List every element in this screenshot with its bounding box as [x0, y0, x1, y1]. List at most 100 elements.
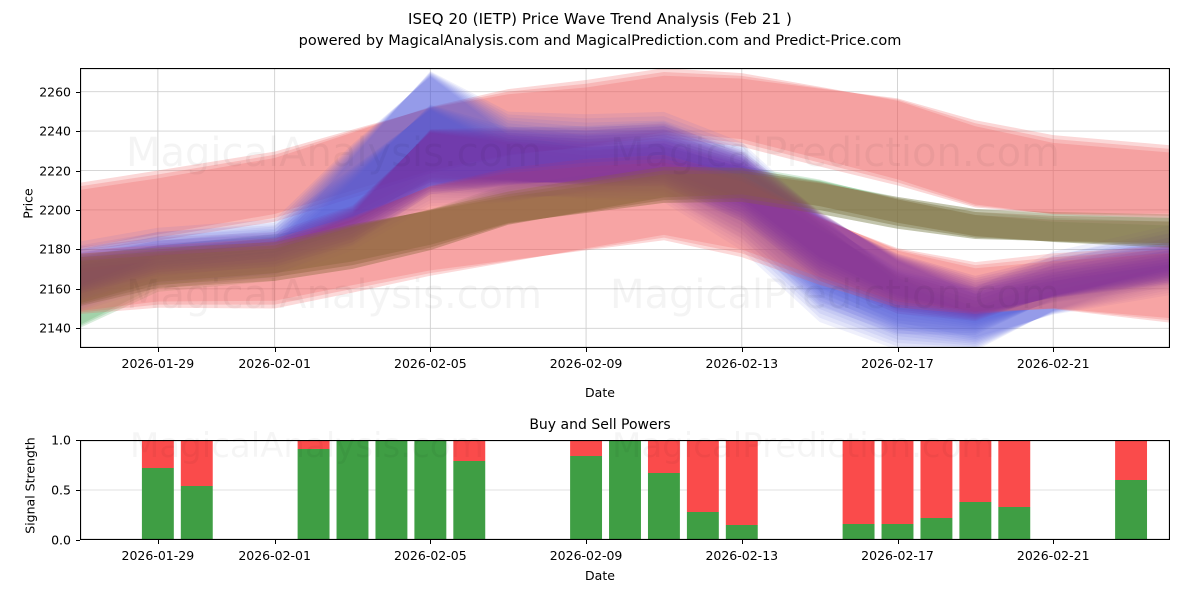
- band-layer: [80, 131, 1170, 317]
- sub-chart-x-tick-label: 2026-02-01: [238, 548, 311, 563]
- main-chart-y-tick-mark: [76, 131, 80, 133]
- bar-group: [959, 440, 992, 540]
- main-chart-y-tick-label: 2220: [39, 163, 71, 179]
- main-chart-y-tick-mark: [76, 170, 80, 172]
- main-chart-x-tick-label: 2026-02-09: [549, 356, 623, 371]
- main-chart-band-blue-wave-band-outer: [80, 71, 1170, 348]
- band-layer: [80, 73, 1170, 345]
- bar-segment-sell: [141, 440, 174, 468]
- sub-chart-border: [80, 440, 1170, 540]
- bar-group: [180, 440, 213, 540]
- bar-group: [141, 440, 174, 540]
- sub-chart-x-tick-mark: [897, 540, 899, 544]
- bar-segment-sell: [647, 440, 680, 473]
- bar-group: [336, 440, 369, 540]
- band-layer: [80, 129, 1170, 315]
- band-layer: [80, 71, 1170, 338]
- bar-segment-sell: [842, 440, 875, 524]
- band-layer: [80, 73, 1170, 343]
- band-layer: [80, 130, 1170, 316]
- main-chart-band-purple-core-band: [80, 123, 1170, 321]
- main-chart-y-tick-label: 2200: [39, 202, 71, 218]
- main-chart-x-tick-mark: [430, 348, 432, 352]
- sub-chart-x-tick-mark: [586, 540, 588, 544]
- main-chart-y-tick-label: 2140: [39, 320, 71, 336]
- band-layer: [80, 107, 1170, 329]
- bar-segment-buy: [842, 524, 875, 540]
- main-chart-x-tick-label: 2026-02-01: [238, 356, 311, 371]
- band-layer: [80, 173, 1170, 304]
- main-chart-x-tick-mark: [274, 348, 276, 352]
- bar-segment-buy: [686, 512, 719, 540]
- main-chart-background: [80, 68, 1170, 348]
- band-layer: [80, 162, 1170, 328]
- band-layer: [80, 105, 1170, 324]
- bar-segment-buy: [609, 440, 641, 540]
- sub-chart-x-tick-mark: [430, 540, 432, 544]
- main-chart-band-brown-overlap-band: [80, 166, 1170, 307]
- title-block: ISEQ 20 (IETP) Price Wave Trend Analysis…: [0, 8, 1200, 52]
- band-layer: [80, 166, 1170, 307]
- bar-segment-sell: [959, 440, 992, 502]
- bar-segment-buy: [180, 486, 213, 540]
- main-chart-y-tick-label: 2160: [39, 281, 71, 297]
- bar-segment-buy: [141, 468, 174, 540]
- band-layer: [80, 76, 1170, 348]
- bar-group: [842, 440, 875, 540]
- sub-chart-x-tick-label: 2026-02-17: [861, 548, 934, 563]
- bar-segment-buy: [920, 518, 953, 540]
- main-chart-y-tick-mark: [76, 91, 80, 93]
- bar-segment-buy: [725, 525, 758, 540]
- sub-chart-y-tick-label: 0.5: [51, 482, 71, 498]
- band-layer: [80, 76, 1170, 348]
- band-layer: [80, 71, 1170, 340]
- main-chart-y-tick-label: 2240: [39, 123, 71, 139]
- bar-group: [1115, 440, 1148, 540]
- page-subtitle: powered by MagicalAnalysis.com and Magic…: [298, 33, 902, 49]
- sub-chart-y-tick-mark: [76, 540, 80, 541]
- sub-chart-x-axis-label: Date: [585, 568, 615, 583]
- bar-group: [998, 440, 1031, 540]
- main-chart-plot-area: [80, 68, 1170, 348]
- main-chart-y-tick-mark: [76, 288, 80, 290]
- main-chart-x-tick-label: 2026-02-05: [394, 356, 467, 371]
- bar-segment-sell: [725, 440, 758, 525]
- bar-group: [647, 440, 680, 540]
- main-chart-y-tick-mark: [76, 209, 80, 211]
- band-layer: [80, 158, 1170, 321]
- bar-segment-buy: [998, 507, 1031, 540]
- bar-group: [686, 440, 719, 540]
- sub-chart-x-tick-label: 2026-02-05: [394, 548, 467, 563]
- bar-segment-sell: [1115, 440, 1148, 480]
- bar-group: [920, 440, 953, 540]
- band-layer: [80, 72, 1170, 341]
- band-layer: [80, 131, 1170, 318]
- band-layer: [80, 170, 1170, 325]
- main-chart-band-green-mid-band: [80, 162, 1170, 328]
- band-layer: [80, 166, 1170, 327]
- band-layer: [80, 106, 1170, 325]
- main-chart-border: [80, 68, 1170, 348]
- main-chart-x-tick-mark: [157, 348, 159, 352]
- bar-segment-buy: [959, 502, 992, 540]
- main-chart-y-tick-mark: [76, 328, 80, 330]
- bar-group: [375, 440, 408, 540]
- bar-segment-sell: [297, 440, 330, 449]
- sub-chart-x-tick-mark: [741, 540, 743, 544]
- bar-segment-sell: [570, 440, 603, 456]
- band-layer: [80, 109, 1170, 334]
- band-layer: [80, 71, 1170, 250]
- bar-segment-sell: [920, 440, 953, 518]
- sub-chart-y-tick-label: 0.0: [51, 532, 71, 548]
- sub-chart-x-tick-mark: [157, 540, 159, 544]
- band-layer: [80, 123, 1170, 313]
- bar-segment-sell: [180, 440, 213, 486]
- sub-chart-y-tick-mark: [76, 440, 80, 441]
- bar-group: [725, 440, 758, 540]
- bar-group: [414, 440, 447, 540]
- band-layer: [80, 170, 1170, 305]
- page-title: ISEQ 20 (IETP) Price Wave Trend Analysis…: [407, 10, 792, 28]
- bar-segment-sell: [453, 440, 486, 461]
- bar-group: [453, 440, 486, 540]
